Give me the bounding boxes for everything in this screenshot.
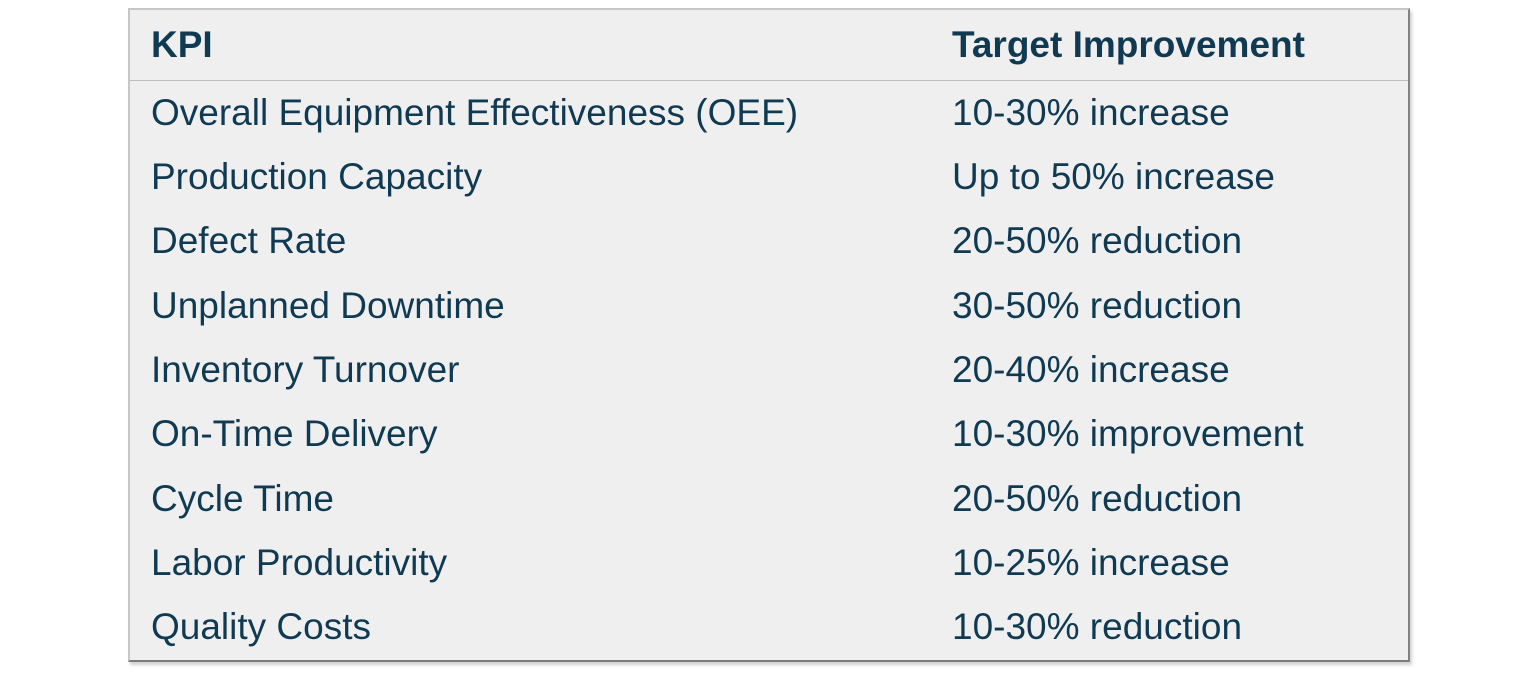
table-header-row: KPI Target Improvement (130, 10, 1408, 81)
target-cell: 10-30% reduction (952, 606, 1243, 648)
target-cell: 20-50% reduction (952, 220, 1243, 262)
table-row: Defect Rate 20-50% reduction (130, 210, 1408, 274)
target-cell: 20-50% reduction (952, 477, 1243, 519)
kpi-cell: Defect Rate (151, 220, 347, 262)
kpi-cell: Unplanned Downtime (151, 284, 505, 326)
table-row: Inventory Turnover 20-40% increase (130, 338, 1408, 402)
table-row: Quality Costs 10-30% reduction (130, 596, 1408, 660)
column-header-kpi: KPI (151, 23, 213, 65)
target-cell: 10-25% increase (952, 542, 1230, 584)
table-row: On-Time Delivery 10-30% improvement (130, 403, 1408, 467)
kpi-cell: Quality Costs (151, 606, 372, 648)
table-row: Cycle Time 20-50% reduction (130, 467, 1408, 531)
table-body: Overall Equipment Effectiveness (OEE) 10… (130, 81, 1408, 660)
column-header-target-improvement: Target Improvement (952, 23, 1305, 65)
table-row: Unplanned Downtime 30-50% reduction (130, 274, 1408, 338)
kpi-cell: On-Time Delivery (151, 413, 438, 455)
target-cell: 30-50% reduction (952, 284, 1243, 326)
kpi-cell: Production Capacity (151, 156, 483, 198)
kpi-cell: Inventory Turnover (151, 349, 460, 391)
kpi-cell: Cycle Time (151, 477, 334, 519)
target-cell: 20-40% increase (952, 349, 1230, 391)
table-row: Overall Equipment Effectiveness (OEE) 10… (130, 81, 1408, 145)
kpi-cell: Labor Productivity (151, 542, 448, 584)
target-cell: Up to 50% increase (952, 156, 1275, 198)
kpi-table: KPI Target Improvement Overall Equipment… (128, 8, 1410, 662)
target-cell: 10-30% increase (952, 91, 1230, 133)
kpi-cell: Overall Equipment Effectiveness (OEE) (151, 91, 799, 133)
table-row: Labor Productivity 10-25% increase (130, 531, 1408, 595)
table-row: Production Capacity Up to 50% increase (130, 145, 1408, 209)
target-cell: 10-30% improvement (952, 413, 1304, 455)
